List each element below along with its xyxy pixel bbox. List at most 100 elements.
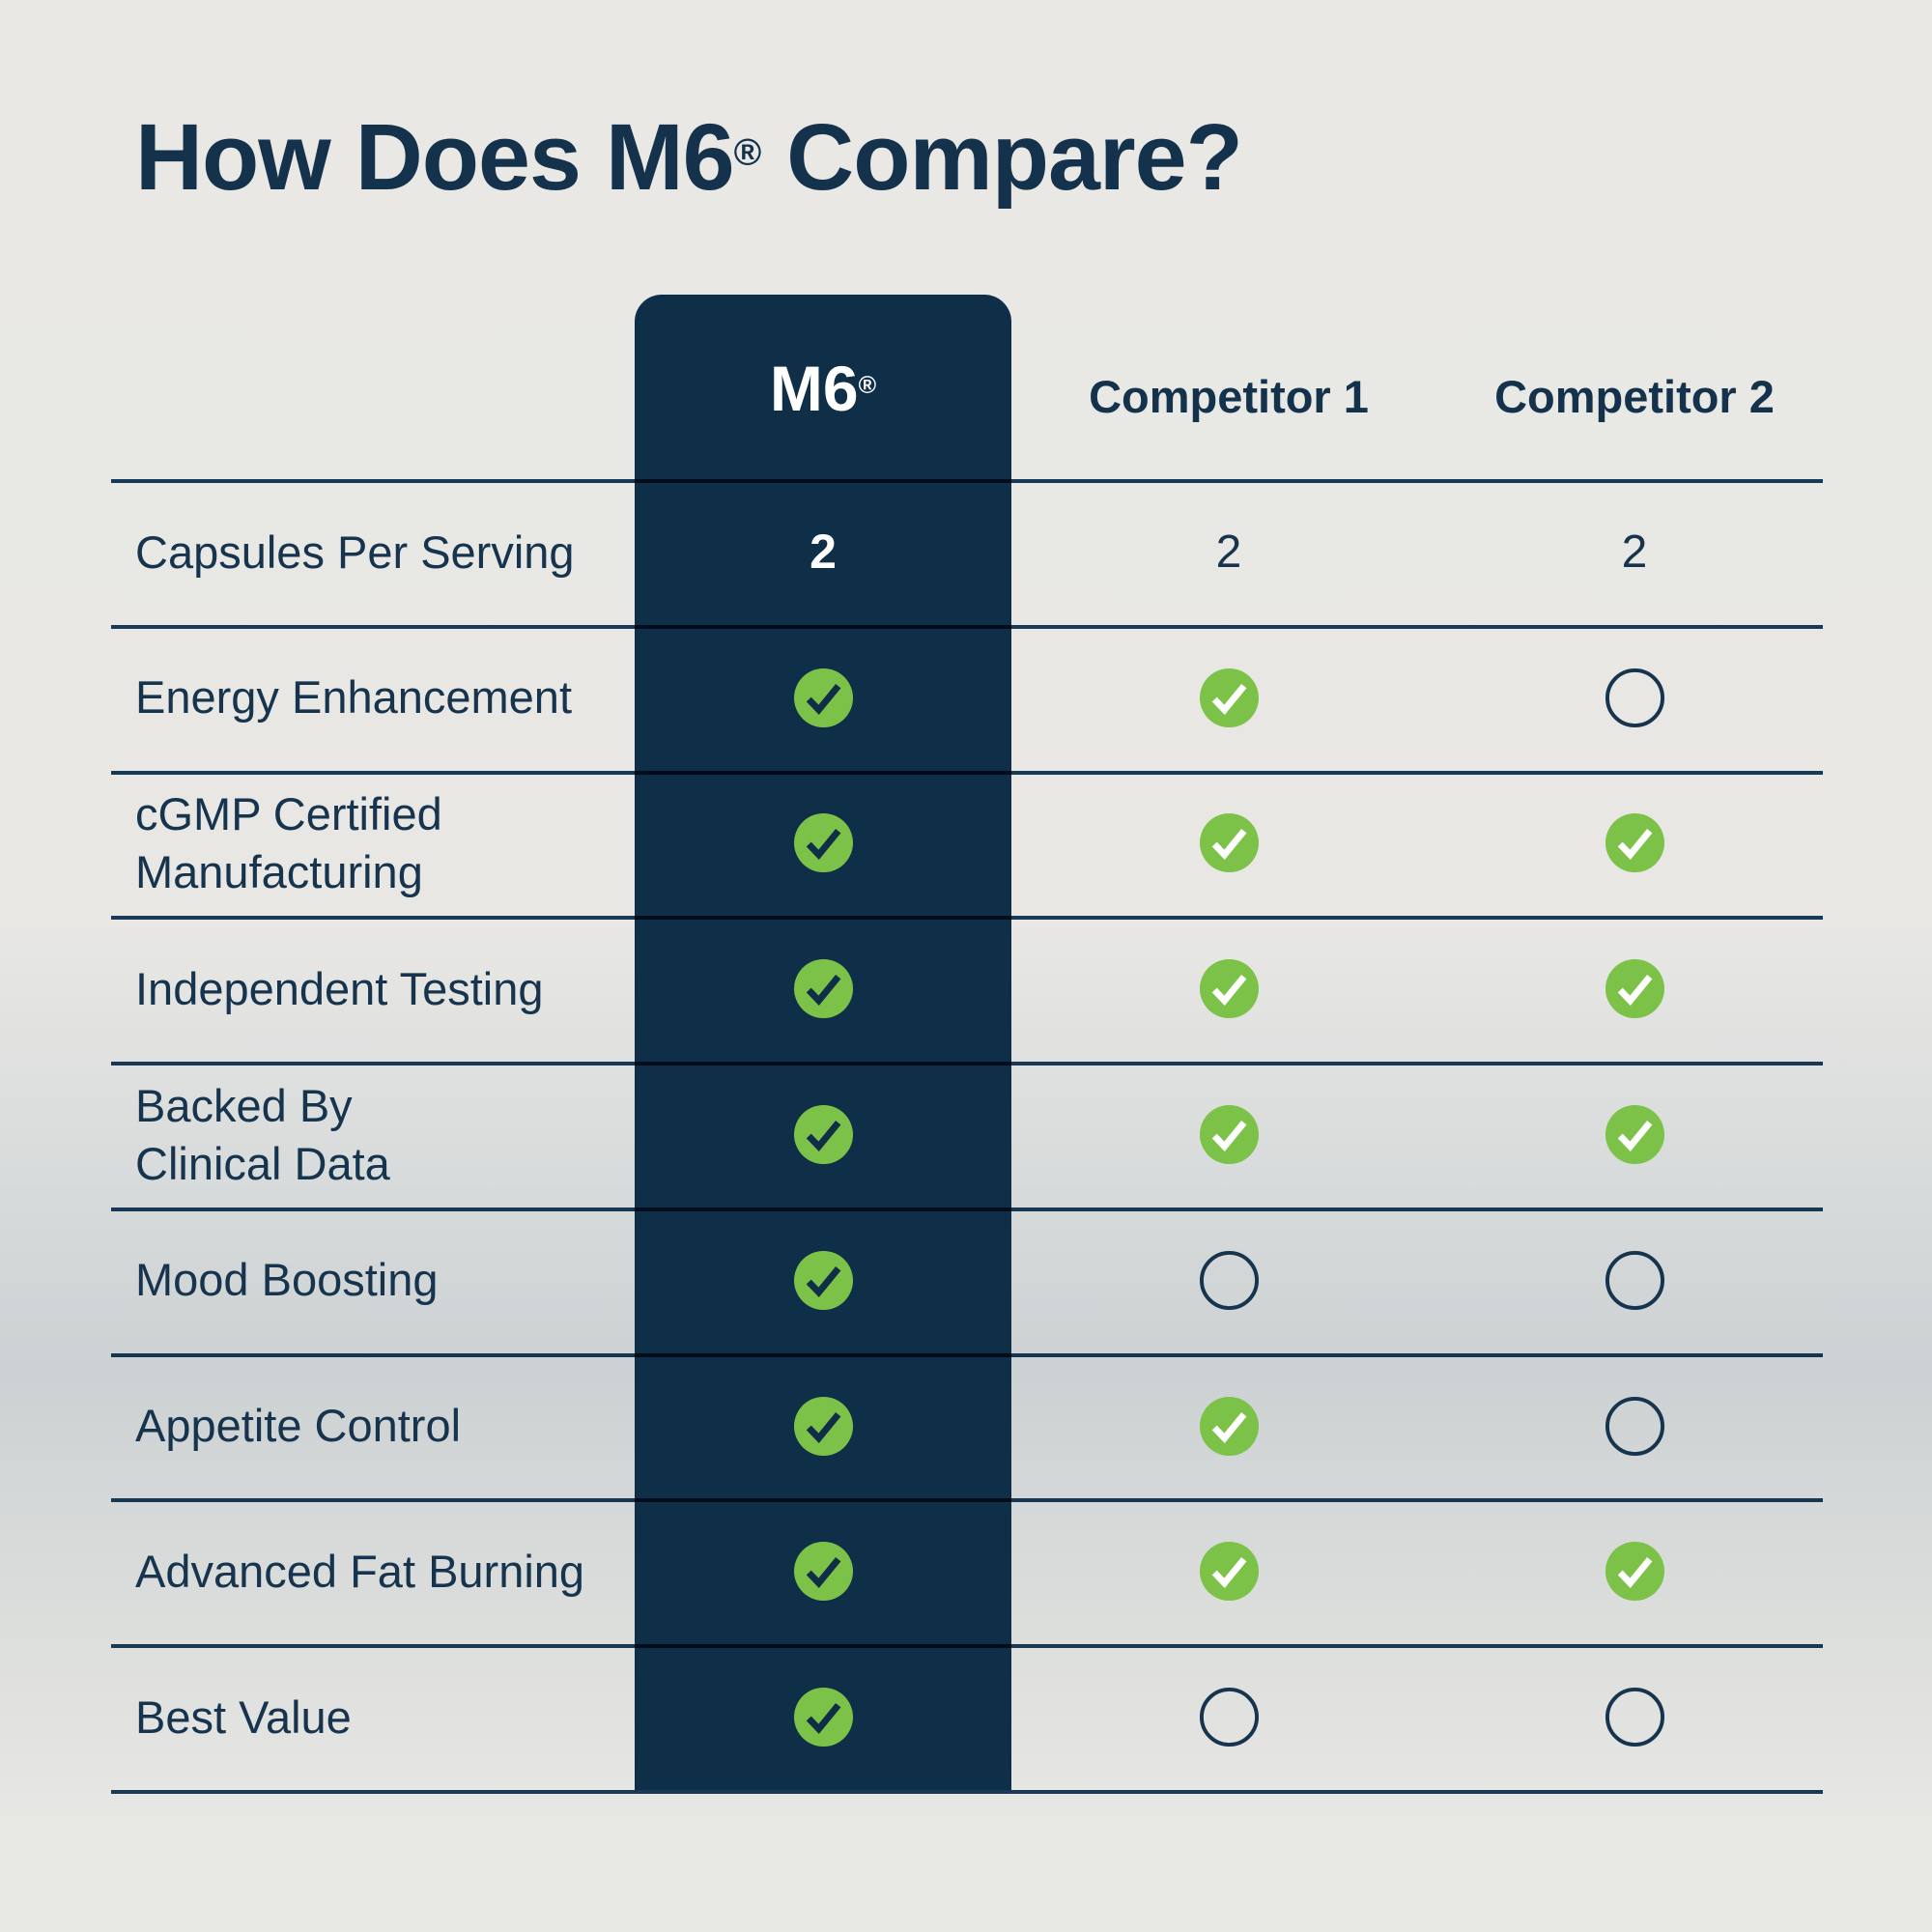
row-label-cell: Backed By Clinical Data <box>111 1077 635 1192</box>
competitor1-value-cell <box>1011 1104 1446 1165</box>
check-icon <box>1199 812 1260 873</box>
competitor2-value-cell <box>1446 1250 1823 1311</box>
m6-value-cell <box>635 958 1011 1019</box>
competitor2-value-cell <box>1446 812 1823 873</box>
competitor1-value-cell <box>1011 1541 1446 1602</box>
check-icon <box>1605 1541 1665 1602</box>
row-label-cell: Energy Enhancement <box>111 668 635 726</box>
row-label-cell: Capsules Per Serving <box>111 524 635 582</box>
row-label-cell: Independent Testing <box>111 960 635 1018</box>
competitor2-value-cell <box>1446 1541 1823 1602</box>
row-label: Best Value <box>135 1690 352 1743</box>
check-icon <box>793 1104 854 1165</box>
table-row: Best Value <box>111 1644 1823 1790</box>
check-icon <box>793 958 854 1019</box>
check-icon <box>1199 668 1260 728</box>
row-label: Backed By Clinical Data <box>135 1079 390 1189</box>
row-label: Energy Enhancement <box>135 671 573 724</box>
table-gridline <box>111 625 1823 629</box>
check-icon <box>793 668 854 728</box>
row-label-cell: Best Value <box>111 1689 635 1747</box>
check-icon <box>1199 1396 1260 1457</box>
table-gridline <box>111 1062 1823 1065</box>
check-icon <box>1605 1104 1665 1165</box>
table-gridline <box>111 1353 1823 1357</box>
competitor1-value-cell <box>1011 668 1446 728</box>
competitor2-value-cell <box>1446 668 1823 728</box>
m6-value-cell <box>635 1104 1011 1165</box>
table-gridline <box>111 1644 1823 1648</box>
check-icon <box>793 812 854 873</box>
table-row: Energy Enhancement <box>111 625 1823 771</box>
row-label: cGMP Certified Manufacturing <box>135 788 442 897</box>
competitor1-value-cell <box>1011 812 1446 873</box>
column-header-competitor1: Competitor 1 <box>1089 371 1369 422</box>
check-icon <box>1199 1104 1260 1165</box>
empty-circle-icon <box>1605 1687 1665 1747</box>
competitor2-value-cell <box>1446 1104 1823 1165</box>
table-gridline <box>111 771 1823 775</box>
check-icon <box>793 1250 854 1311</box>
m6-value-cell <box>635 1687 1011 1747</box>
check-icon <box>1605 812 1665 873</box>
empty-circle-icon <box>1605 668 1665 728</box>
table-row: Advanced Fat Burning <box>111 1498 1823 1644</box>
row-label-cell: cGMP Certified Manufacturing <box>111 785 635 900</box>
competitor1-value-cell <box>1011 1687 1446 1747</box>
table-row: cGMP Certified Manufacturing <box>111 771 1823 917</box>
row-label: Appetite Control <box>135 1400 462 1452</box>
cell-value: 2 <box>810 525 837 580</box>
competitor2-value-cell <box>1446 1687 1823 1747</box>
row-label: Independent Testing <box>135 962 544 1014</box>
check-icon <box>793 1541 854 1602</box>
table-row: Capsules Per Serving 2 2 2 <box>111 479 1823 625</box>
competitor1-value-cell <box>1011 1396 1446 1457</box>
column-header-m6: M6® <box>635 352 1011 425</box>
m6-value-cell <box>635 1396 1011 1457</box>
competitor2-value-cell: 2 <box>1446 526 1823 579</box>
check-icon <box>793 1687 854 1747</box>
registered-trademark-icon: ® <box>733 131 762 174</box>
table-gridline <box>111 916 1823 920</box>
row-label-cell: Advanced Fat Burning <box>111 1543 635 1601</box>
row-label-cell: Mood Boosting <box>111 1251 635 1309</box>
table-gridline <box>111 479 1823 483</box>
empty-circle-icon <box>1605 1396 1665 1457</box>
table-row: Mood Boosting <box>111 1208 1823 1353</box>
table-row: Independent Testing <box>111 916 1823 1062</box>
m6-value-cell <box>635 668 1011 728</box>
row-label: Mood Boosting <box>135 1254 439 1306</box>
competitor1-value-cell <box>1011 1250 1446 1311</box>
m6-value-cell <box>635 1250 1011 1311</box>
competitor2-value-cell <box>1446 958 1823 1019</box>
cell-value: 2 <box>1621 526 1648 578</box>
competitor2-value-cell <box>1446 1396 1823 1457</box>
row-label: Advanced Fat Burning <box>135 1546 585 1598</box>
m6-value-cell <box>635 1541 1011 1602</box>
m6-highlight-column <box>635 295 1011 1790</box>
row-label-cell: Appetite Control <box>111 1397 635 1455</box>
table-row: Appetite Control <box>111 1353 1823 1499</box>
competitor1-value-cell: 2 <box>1011 526 1446 579</box>
empty-circle-icon <box>1605 1250 1665 1311</box>
cell-value: 2 <box>1215 526 1242 578</box>
table-gridline <box>111 1498 1823 1502</box>
check-icon <box>1199 958 1260 1019</box>
column-header-competitor2: Competitor 2 <box>1494 371 1775 422</box>
registered-trademark-icon: ® <box>858 371 877 399</box>
empty-circle-icon <box>1199 1687 1260 1747</box>
empty-circle-icon <box>1199 1250 1260 1311</box>
m6-value-cell: 2 <box>635 524 1011 580</box>
table-row: Backed By Clinical Data <box>111 1062 1823 1208</box>
check-icon <box>793 1396 854 1457</box>
check-icon <box>1199 1541 1260 1602</box>
table-gridline <box>111 1790 1823 1794</box>
check-icon <box>1605 958 1665 1019</box>
title-text: How Does M6 <box>135 104 735 210</box>
m6-value-cell <box>635 812 1011 873</box>
page-title: How Does M6® Compare? <box>135 103 1243 212</box>
m6-brand-name: M6 <box>769 353 859 424</box>
title-text-suffix: Compare? <box>761 104 1243 210</box>
table-gridline <box>111 1208 1823 1211</box>
